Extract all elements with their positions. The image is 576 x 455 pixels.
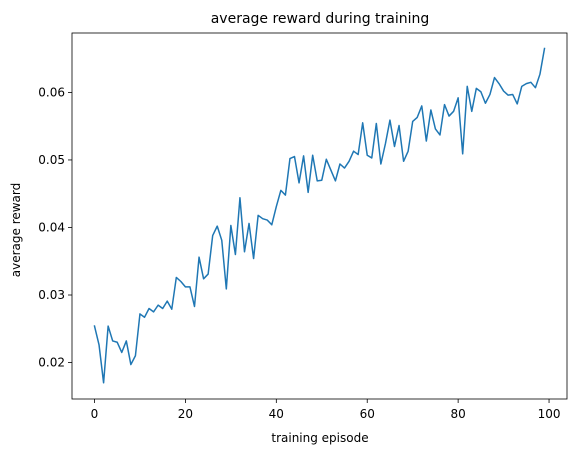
chart-title: average reward during training (211, 11, 430, 27)
axes-frame (71, 32, 568, 400)
x-tick-label: 40 (269, 407, 284, 421)
axis-ticks: 0 20 40 60 80 100 0.02 0.03 0.04 0.05 0.06 (38, 85, 560, 421)
y-tick-label: 0.06 (38, 85, 65, 99)
x-axis-label: training episode (271, 431, 368, 445)
y-tick-label: 0.03 (38, 288, 65, 302)
y-tick-label: 0.02 (38, 356, 65, 370)
x-tick-label: 80 (450, 407, 465, 421)
x-tick-label: 20 (178, 407, 193, 421)
x-tick-label: 0 (91, 407, 99, 421)
x-tick-label: 100 (538, 407, 561, 421)
y-tick-label: 0.04 (38, 220, 65, 234)
x-tick-label: 60 (360, 407, 375, 421)
y-axis-label: average reward (9, 183, 23, 278)
y-tick-label: 0.05 (38, 153, 65, 167)
plot-area (93, 47, 546, 384)
series-line (93, 47, 546, 384)
